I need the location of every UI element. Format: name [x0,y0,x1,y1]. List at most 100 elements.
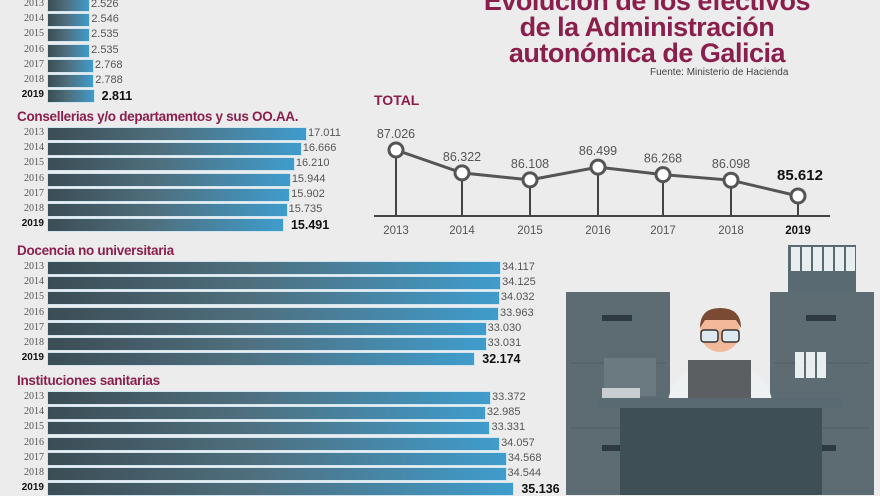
bar-value-label: 15.944 [291,172,326,185]
data-point [521,171,539,189]
bar [48,392,490,404]
year-tick-label: 2019 [21,482,44,494]
bar [48,338,486,350]
bar-value-label: 34.032 [500,291,535,304]
bar-value-label: 16.210 [295,157,330,170]
year-tick-label: 2016 [24,172,44,184]
bar-value-label: 33.030 [487,321,522,334]
chart-title: Evolución de los efectivos de la Adminis… [484,0,811,68]
bar-value-label: 33.031 [487,337,522,349]
year-tick-label: 2017 [24,321,44,333]
x-tick-label: 2014 [449,225,475,237]
bar-value-label: 35.136 [521,482,560,496]
x-tick-label: 2019 [785,225,811,237]
bar [48,292,499,305]
data-point [654,166,672,184]
bar-value-label: 15.491 [290,218,330,233]
year-tick-label: 2014 [24,142,44,154]
year-tick-label: 2017 [24,58,44,70]
year-tick-label: 2019 [21,218,44,230]
bar-value-label: 33.372 [492,391,526,403]
bar-value-label: 33.331 [491,421,526,434]
bar-value-label: 34.057 [501,436,535,449]
bar-value-label: 34.117 [502,261,535,273]
bar-value-label: 34.544 [507,467,542,479]
bar [48,90,94,103]
bar [48,128,306,140]
year-tick-label: 2016 [24,436,44,448]
year-tick-label: 2018 [24,74,44,85]
year-tick-label: 2017 [24,187,44,199]
x-tick-label: 2015 [517,225,543,237]
bar [48,452,506,465]
data-point [387,141,405,159]
data-label: 86.108 [511,157,549,171]
bar [48,437,500,450]
bar-value-label: 34.568 [507,451,542,464]
total-line-chart: TOTAL 87.026 2013 86.322 2014 86.108 2015 86.49… [374,92,830,237]
line-chart-title: TOTAL [374,92,420,108]
bar [48,143,301,156]
bar [48,322,486,335]
year-tick-label: 2018 [24,467,44,478]
bar-value-label: 2.546 [91,13,119,26]
bar [48,422,490,435]
bar-value-label: 2.811 [101,89,133,104]
bar [48,59,93,72]
bar-value-label: 32.174 [482,352,521,367]
data-point [453,164,471,182]
year-tick-label: 2019 [21,352,44,364]
year-tick-label: 2013 [24,127,44,138]
year-tick-label: 2013 [24,391,44,402]
bar [48,29,90,42]
x-tick-label: 2017 [650,225,676,237]
title-line-3: autonómica de Galicia [508,38,786,68]
bar-value-label: 34.125 [502,276,536,289]
office-worker-illustration [566,245,874,495]
year-tick-label: 2015 [24,157,44,169]
bar [48,468,506,480]
bar [48,75,94,87]
panel-title: Instituciones sanitarias [17,373,160,388]
year-tick-label: 2014 [24,406,44,418]
data-point [589,158,607,176]
data-point [789,187,807,205]
bar [48,44,90,57]
bar-value-label: 16.666 [302,142,337,155]
year-tick-label: 2018 [24,203,44,214]
bar [48,262,500,274]
bar [48,14,90,27]
x-tick-label: 2016 [585,225,611,237]
year-tick-label: 2013 [24,0,44,9]
bar [48,407,485,420]
year-tick-label: 2016 [24,306,44,318]
year-tick-label: 2013 [24,261,44,272]
bar-value-label: 2.526 [91,0,119,10]
year-tick-label: 2015 [24,28,44,40]
data-label: 86.499 [579,144,617,158]
data-label: 86.322 [443,150,481,164]
bar-value-label: 2.535 [91,28,119,41]
bar-value-label: 33.963 [499,306,534,319]
desk-front [620,408,822,495]
bar-value-label: 15.902 [291,187,325,200]
data-point [722,171,740,189]
bar [48,173,290,186]
bar [48,158,294,171]
desk-top [598,398,843,408]
bar [48,277,501,290]
data-label: 87.026 [377,127,415,141]
bar [48,0,89,11]
telephone [602,388,640,398]
year-tick-label: 2015 [24,291,44,303]
year-tick-label: 2014 [24,13,44,25]
data-label: 86.268 [644,152,682,166]
bar [48,188,290,201]
bar-value-label: 2.788 [95,74,123,86]
panel-title: Consellerias y/o departamentos y sus OO.… [17,109,299,124]
panel-title: Docencia no universitaria [17,243,174,258]
x-tick-label: 2013 [383,225,409,237]
data-label: 85.612 [777,167,823,184]
source-note: Fuente: Ministerio de Hacienda [650,67,789,78]
year-tick-label: 2019 [21,89,44,101]
